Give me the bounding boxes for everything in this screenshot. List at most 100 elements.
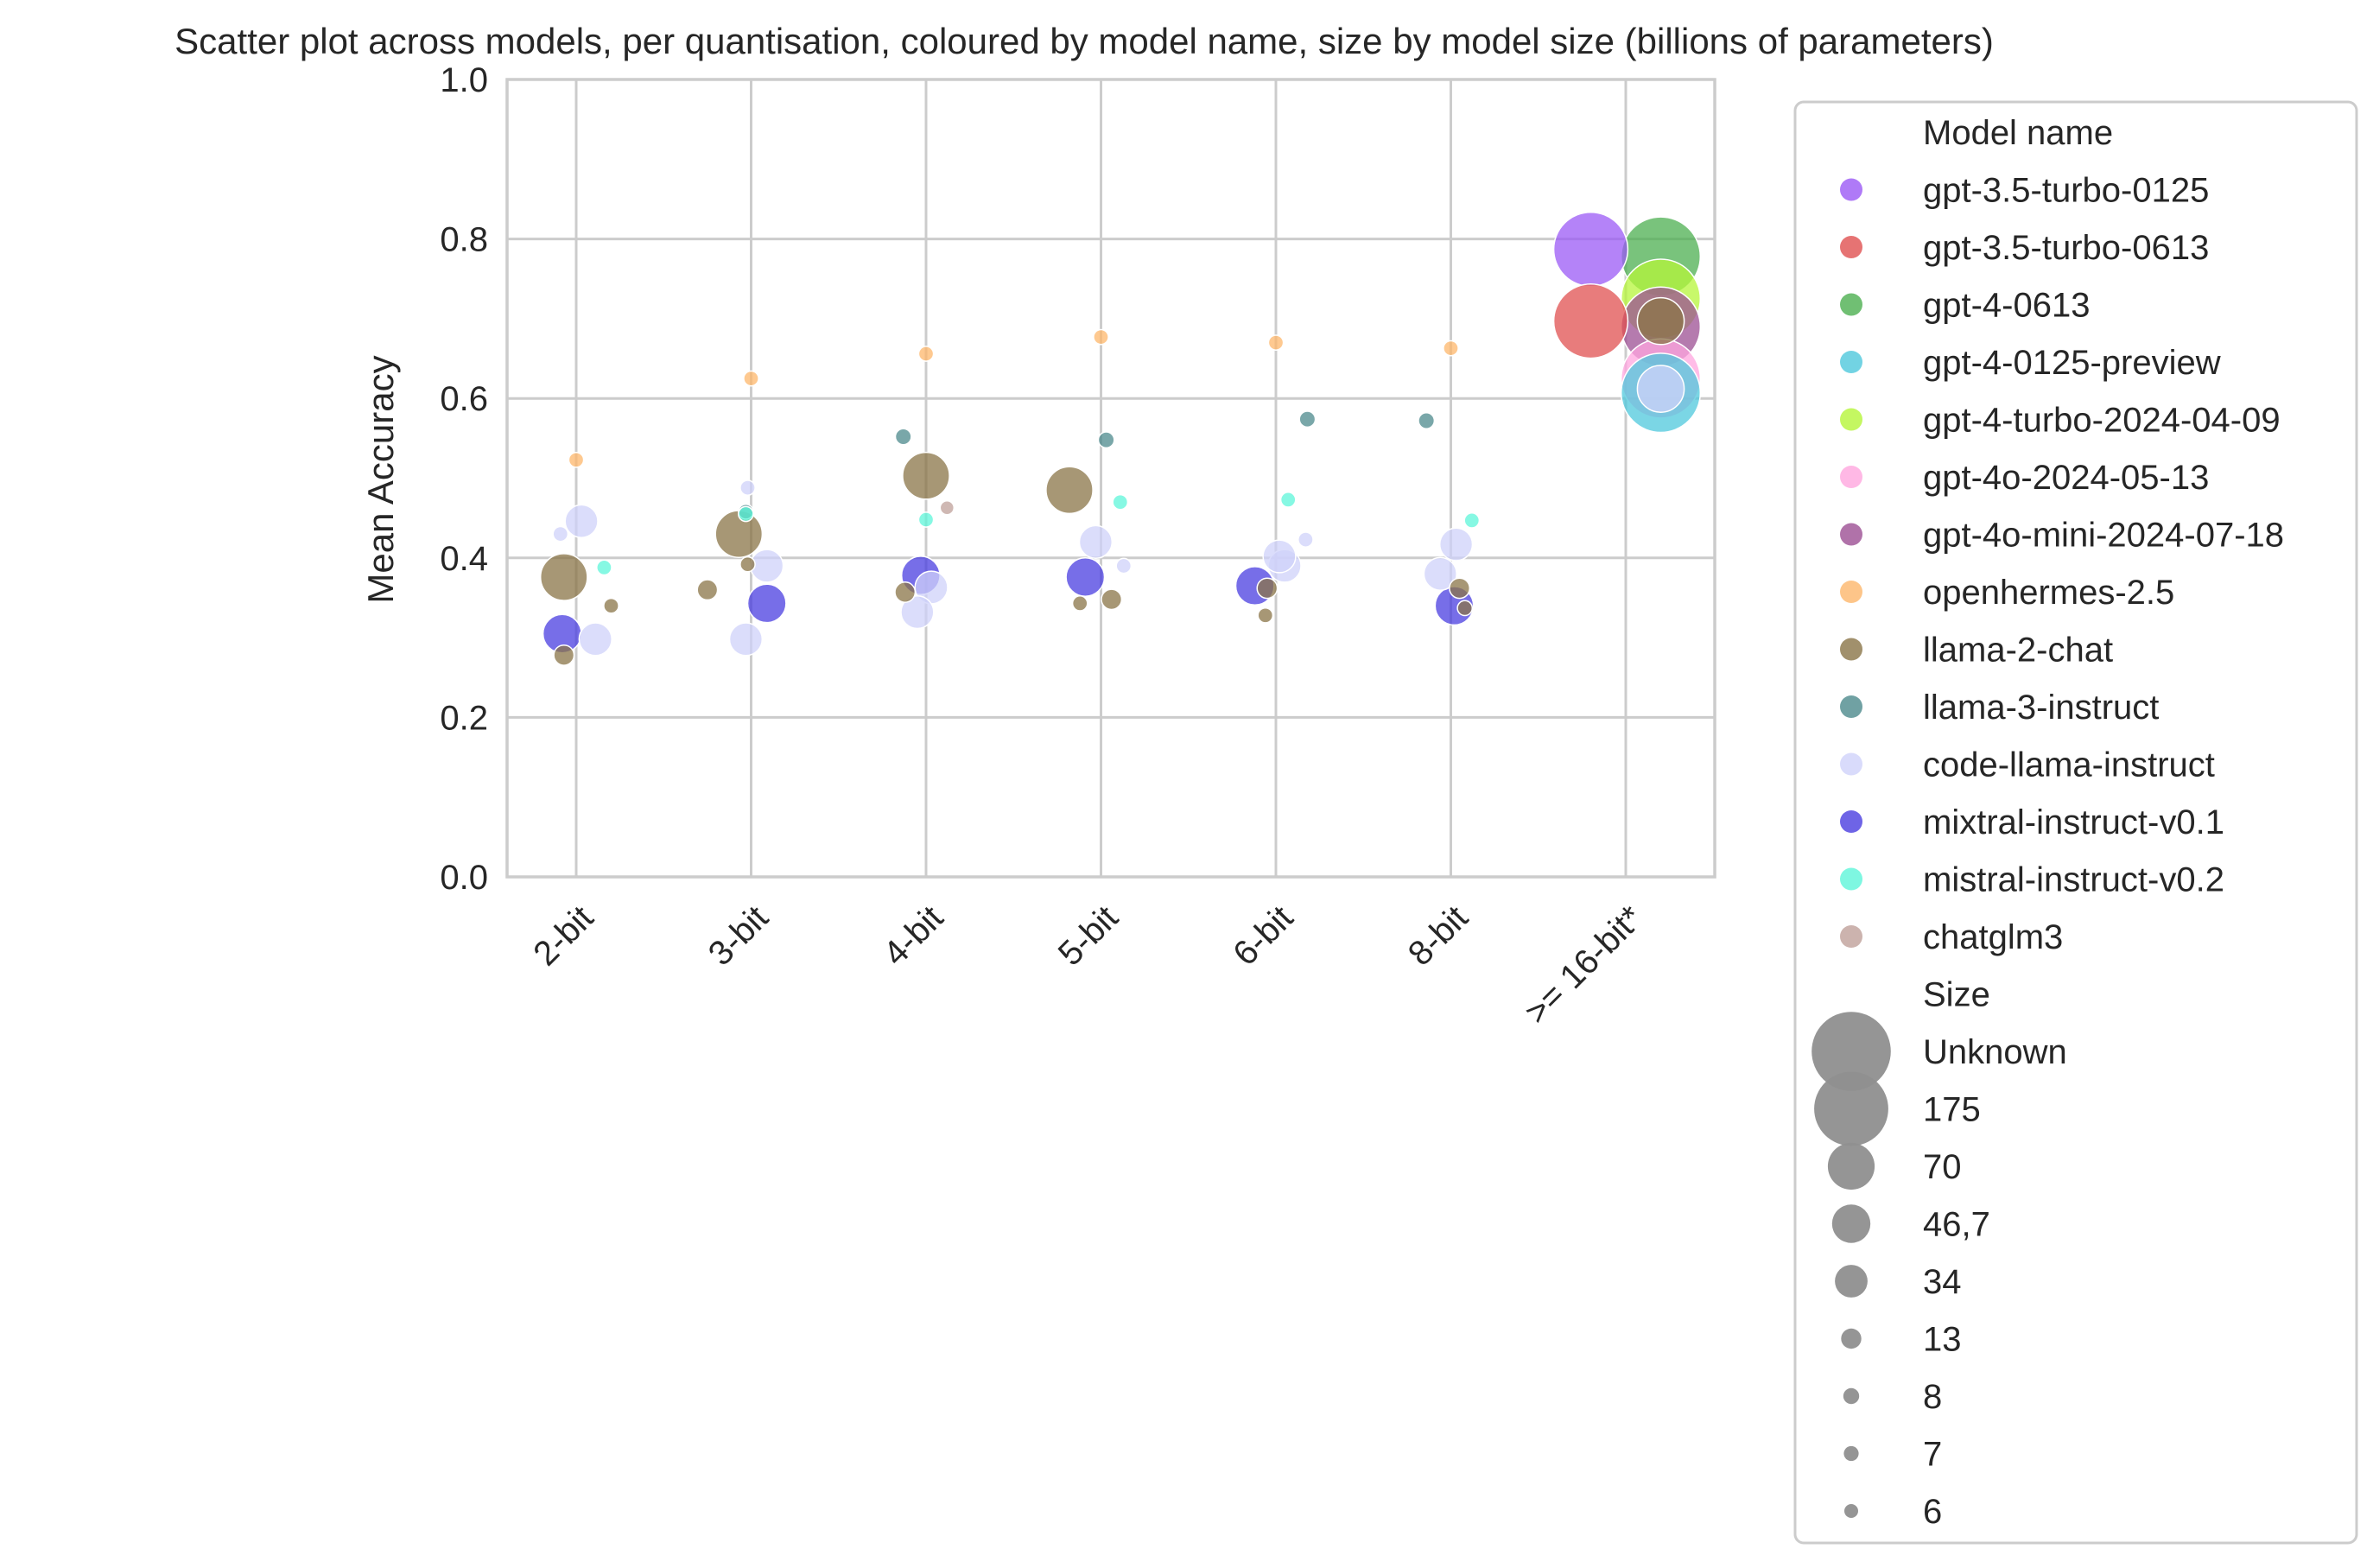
legend-size-marker <box>1827 1142 1875 1190</box>
y-tick-label: 0.2 <box>440 699 488 737</box>
y-tick-label: 0.4 <box>440 540 488 578</box>
legend-size-title: Size <box>1923 976 1990 1014</box>
legend-marker <box>1840 695 1862 718</box>
legend-hue-title: Model name <box>1923 114 2113 152</box>
data-point <box>1463 512 1481 529</box>
data-point <box>1552 211 1629 288</box>
data-point <box>894 428 912 446</box>
data-point <box>553 644 575 666</box>
legend-marker <box>1840 351 1862 373</box>
legend-item-label: gpt-4-0613 <box>1923 287 2090 325</box>
data-point <box>539 553 588 601</box>
axes: 0.0 0.2 0.4 0.6 0.8 1.0 2-bit 3-bit 4-bit 5-bit 6-… <box>440 61 1716 1032</box>
data-point <box>1298 531 1314 548</box>
data-point <box>552 525 569 543</box>
x-tick-label: 2-bit <box>526 898 600 973</box>
legend-item-label: mixtral-instruct-v0.1 <box>1923 803 2224 841</box>
legend-item-label: gpt-4-turbo-2024-04-09 <box>1923 402 2281 440</box>
data-point <box>1112 493 1129 511</box>
legend-marker <box>1840 752 1862 776</box>
data-point <box>1045 466 1094 515</box>
legend-item-label: gpt-4-0125-preview <box>1923 344 2221 382</box>
legend-item-label: gpt-4o-mini-2024-07-18 <box>1923 517 2284 555</box>
data-point <box>1101 588 1123 611</box>
data-point <box>596 559 612 576</box>
x-tick-label: >= 16-bit* <box>1518 898 1651 1032</box>
legend-item-label: code-llama-instruct <box>1923 746 2215 784</box>
data-points <box>539 211 1702 666</box>
legend-size-marker <box>1831 1204 1871 1243</box>
legend-item-label: llama-3-instruct <box>1923 689 2159 727</box>
plot-frame <box>505 78 1716 879</box>
legend-marker <box>1840 523 1862 546</box>
legend-item-label: openhermes-2.5 <box>1923 574 2174 612</box>
y-tick-label: 0.8 <box>440 221 488 259</box>
legend-item-label: llama-2-chat <box>1923 632 2113 670</box>
legend-marker <box>1840 581 1862 603</box>
legend-item-label: gpt-3.5-turbo-0613 <box>1923 229 2209 267</box>
legend-item-label: chatglm3 <box>1923 918 2063 956</box>
data-point <box>578 622 612 657</box>
y-tick-label: 0.6 <box>440 380 488 418</box>
legend-size-marker <box>1843 1445 1859 1462</box>
x-tick-label: 5-bit <box>1051 898 1126 973</box>
data-point <box>1279 492 1297 508</box>
legend-marker <box>1840 638 1862 661</box>
data-point <box>1115 557 1133 575</box>
data-point <box>1423 556 1457 591</box>
legend-size-label: 8 <box>1923 1378 1942 1416</box>
y-tick-label: 0.0 <box>440 859 488 897</box>
grid <box>507 78 1715 879</box>
data-point <box>1438 527 1474 562</box>
legend-marker <box>1840 178 1862 201</box>
data-point <box>1418 412 1436 429</box>
data-point <box>746 583 787 624</box>
legend-size-label: 7 <box>1923 1436 1942 1474</box>
legend-size-label: 34 <box>1923 1263 1962 1301</box>
data-point <box>696 579 719 601</box>
legend-marker <box>1840 466 1862 488</box>
data-point <box>1262 539 1297 574</box>
data-point <box>1257 606 1274 624</box>
data-point <box>1636 296 1685 346</box>
data-point <box>603 597 619 614</box>
y-axis-label: Mean Accuracy <box>360 355 401 603</box>
data-point <box>1267 334 1285 351</box>
data-point <box>1456 600 1474 617</box>
legend-marker <box>1840 867 1862 891</box>
data-point <box>743 370 759 387</box>
x-tick-label: 6-bit <box>1226 898 1300 973</box>
legend-marker <box>1840 293 1862 316</box>
legend-size-label: 70 <box>1923 1148 1962 1186</box>
data-point <box>939 499 955 516</box>
data-point <box>902 451 950 500</box>
legend-size-label: 13 <box>1923 1321 1962 1359</box>
data-point <box>917 511 935 528</box>
legend: Model name gpt-3.5-turbo-0125 gpt-3.5-turb… <box>1793 100 2358 1545</box>
data-point <box>900 594 935 630</box>
legend-size-marker <box>1811 1012 1891 1091</box>
legend-size-label: Unknown <box>1923 1033 2067 1071</box>
data-point <box>917 346 935 362</box>
legend-size-marker <box>1841 1328 1862 1349</box>
data-point <box>738 505 754 523</box>
data-point <box>728 622 764 657</box>
legend-item-label: mistral-instruct-v0.2 <box>1923 861 2224 899</box>
x-tick-label: 4-bit <box>876 898 950 973</box>
data-point <box>1298 410 1317 429</box>
data-point <box>1065 557 1106 597</box>
legend-size-marker <box>1814 1071 1888 1146</box>
legend-size-label: 6 <box>1923 1493 1942 1531</box>
data-point <box>564 504 599 538</box>
data-point <box>1443 340 1459 357</box>
legend-size-label: 175 <box>1923 1091 1981 1129</box>
data-point <box>1071 595 1088 612</box>
data-point <box>1256 577 1279 600</box>
data-point <box>1097 431 1115 449</box>
legend-box <box>1793 100 2358 1545</box>
legend-marker <box>1840 236 1862 258</box>
legend-marker <box>1840 810 1862 833</box>
x-tick-label: 8-bit <box>1401 898 1475 973</box>
